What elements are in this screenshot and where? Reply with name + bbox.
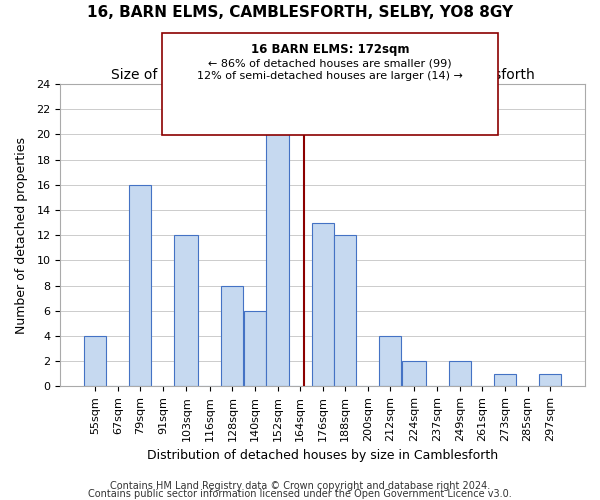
- Text: Contains public sector information licensed under the Open Government Licence v3: Contains public sector information licen…: [88, 489, 512, 499]
- Bar: [494, 374, 516, 386]
- Bar: [539, 374, 561, 386]
- Title: Size of property relative to detached houses in Camblesforth: Size of property relative to detached ho…: [111, 68, 535, 82]
- Bar: [402, 361, 426, 386]
- Y-axis label: Number of detached properties: Number of detached properties: [15, 136, 28, 334]
- Bar: [311, 222, 334, 386]
- Text: Contains HM Land Registry data © Crown copyright and database right 2024.: Contains HM Land Registry data © Crown c…: [110, 481, 490, 491]
- X-axis label: Distribution of detached houses by size in Camblesforth: Distribution of detached houses by size …: [147, 450, 498, 462]
- Text: ← 86% of detached houses are smaller (99): ← 86% of detached houses are smaller (99…: [208, 58, 452, 68]
- Bar: [244, 311, 266, 386]
- Bar: [221, 286, 244, 386]
- Bar: [379, 336, 401, 386]
- Bar: [266, 134, 289, 386]
- Text: 16, BARN ELMS, CAMBLESFORTH, SELBY, YO8 8GY: 16, BARN ELMS, CAMBLESFORTH, SELBY, YO8 …: [87, 5, 513, 20]
- Bar: [334, 235, 356, 386]
- Bar: [84, 336, 106, 386]
- Bar: [449, 361, 471, 386]
- Text: 16 BARN ELMS: 172sqm: 16 BARN ELMS: 172sqm: [251, 44, 409, 57]
- Text: 12% of semi-detached houses are larger (14) →: 12% of semi-detached houses are larger (…: [197, 72, 463, 82]
- Bar: [175, 235, 199, 386]
- Bar: [129, 185, 151, 386]
